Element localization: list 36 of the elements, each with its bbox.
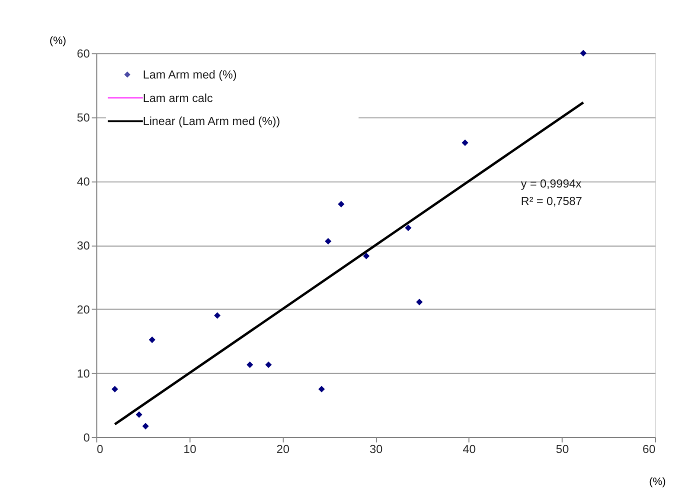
x-tick-label: 50 [556, 443, 570, 456]
point [363, 252, 370, 260]
x-tick-label: 0 [96, 443, 104, 456]
point [148, 336, 156, 344]
y-tick-label: 50 [76, 112, 90, 125]
x-tick-label: 30 [370, 443, 384, 456]
point [214, 312, 221, 319]
point [462, 139, 468, 146]
y-tick-label: 20 [76, 303, 90, 316]
x-axis-title: (%) [649, 476, 666, 488]
point [136, 411, 142, 418]
point [112, 386, 118, 392]
y-axis-title: (%) [50, 34, 66, 47]
y-tick-label: 0 [83, 431, 90, 444]
annotation: y = 0,9994x [520, 178, 582, 191]
point [265, 362, 272, 368]
y-tick-label: 60 [76, 48, 90, 61]
x-tick-label: 60 [642, 443, 656, 456]
point [416, 298, 423, 306]
y-tick-label: 10 [76, 367, 90, 380]
x-tick-label: 20 [276, 443, 290, 456]
legend-label: Lam Arm med (%) [142, 68, 237, 82]
legend-label: Lam arm calc [142, 92, 213, 105]
point [318, 386, 325, 392]
annotation: R² = 0,7587 [520, 195, 582, 208]
point [142, 422, 149, 430]
x-tick-label: 10 [183, 443, 197, 456]
point [324, 238, 332, 245]
point [404, 224, 412, 232]
y-tick-label: 30 [76, 239, 90, 252]
point [246, 362, 254, 368]
point [580, 50, 587, 56]
legend-label: Linear (Lam Arm med (%)) [142, 115, 280, 128]
y-tick-label: 40 [76, 176, 90, 189]
point [338, 200, 344, 208]
x-tick-label: 40 [462, 443, 476, 456]
